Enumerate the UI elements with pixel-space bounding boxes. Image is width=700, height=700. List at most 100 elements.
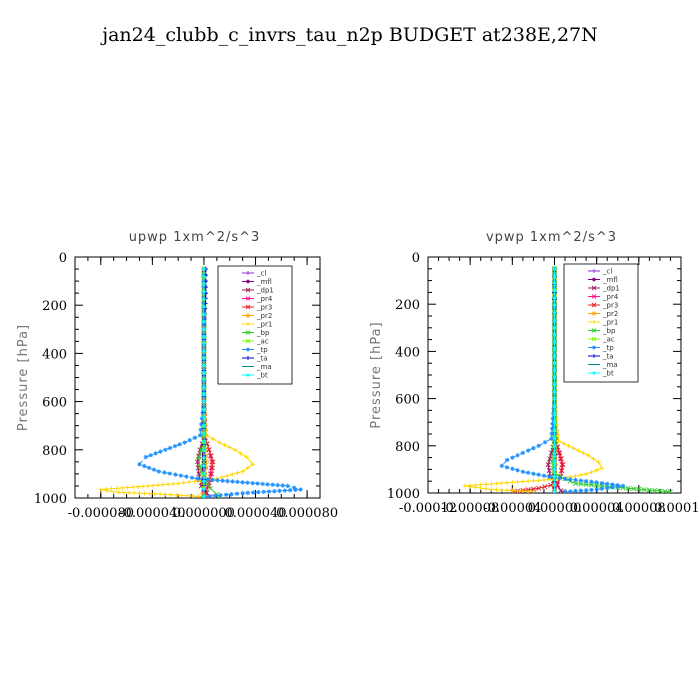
ytick-label: 400	[42, 347, 67, 362]
series-point-bp	[646, 487, 652, 493]
series-point-tp	[599, 480, 605, 486]
series-point-bt	[201, 399, 207, 404]
series-point-tp	[218, 493, 223, 498]
series-point-tp	[220, 478, 225, 483]
legend-entry-mfl: _mfl	[602, 276, 618, 284]
series-point-pr1	[499, 487, 504, 493]
ytick-label: 800	[395, 440, 420, 455]
series-point-bt	[201, 463, 207, 469]
series-point-pr1	[222, 442, 227, 448]
series-point-pr1	[244, 454, 249, 460]
legend-entry-pr1: _pr1	[602, 319, 618, 327]
series-point-tp	[578, 478, 584, 483]
series-point-pr1	[147, 491, 152, 496]
series-point-tp	[230, 479, 235, 484]
panel-1-ylabel: Pressure [hPa]	[16, 324, 31, 431]
series-point-bt	[552, 489, 557, 493]
series-point-pr1	[227, 445, 232, 450]
series-point-tp	[173, 472, 178, 477]
series-point-tp	[215, 478, 220, 483]
series-point-tp	[282, 488, 288, 493]
series-point-pr3	[210, 459, 216, 465]
series-point-tp	[223, 492, 229, 497]
series-point-bt	[201, 281, 207, 287]
series-point-tp	[275, 482, 280, 488]
series-point-bt	[201, 384, 207, 390]
series-point-pr1	[179, 493, 185, 498]
series-point-tp	[594, 480, 599, 485]
legend-entry-pr2: _pr2	[602, 310, 618, 318]
panel-1-title: upwp 1xm^2/s^3	[129, 230, 261, 245]
series-point-pr1	[566, 443, 571, 448]
series-point-pr1	[160, 482, 166, 487]
legend-marker-mfl	[592, 277, 596, 282]
series-point-bt	[201, 327, 207, 332]
series-point-pr3	[542, 484, 548, 490]
series-point-bt	[201, 312, 207, 317]
series-point-pr1	[571, 445, 576, 451]
series-point-pr1	[192, 479, 197, 484]
series-point-tp	[240, 490, 245, 496]
series-point-pr1	[499, 480, 504, 486]
series-point-bp	[578, 481, 584, 487]
series-point-bt	[201, 494, 207, 498]
xtick-label: -0.000040	[119, 506, 185, 521]
legend-entry-dp1: _dp1	[602, 285, 620, 293]
series-point-pr1	[591, 456, 596, 461]
series-point-bt	[201, 439, 207, 444]
series-point-tp	[255, 481, 260, 486]
series-point-pr3	[548, 482, 554, 488]
series-point-bt	[552, 404, 557, 409]
series-point-bt	[201, 407, 207, 412]
series-point-pr1	[462, 483, 468, 489]
series-point-tp	[583, 479, 589, 484]
series-point-bt	[552, 310, 557, 316]
series-point-bt	[201, 296, 207, 302]
series-point-tp	[298, 487, 303, 492]
series-point-bt	[552, 427, 557, 433]
series-point-pr1	[531, 478, 536, 484]
series-point-tp	[245, 480, 250, 485]
series-point-tp	[210, 477, 215, 483]
series-point-pr1	[187, 479, 192, 485]
ytick-label: 400	[395, 345, 420, 360]
series-point-bt	[201, 289, 207, 294]
legend-entry-pr4: _pr4	[256, 295, 273, 303]
series-point-pr1	[515, 479, 520, 485]
series-point-pr1	[152, 491, 158, 497]
legend-box	[563, 263, 639, 383]
panel-2: vpwp 1xm^2/s^3 Pressure [hPa] 0 200 400 600 80…	[369, 230, 700, 516]
series-point-tp	[536, 472, 541, 477]
series-point-tp	[143, 454, 149, 460]
series-point-pr1	[145, 483, 151, 489]
series-point-pr1	[594, 467, 599, 473]
series-point-tp	[520, 450, 526, 456]
series-point-bt	[552, 412, 557, 417]
plots-group: upwp 1xm^2/s^3 Pressure [hPa] 0 200 400 600 80…	[16, 230, 700, 521]
ytick-label: 600	[395, 393, 420, 408]
series-point-bt	[201, 423, 207, 428]
series-point-tp	[245, 490, 251, 496]
xtick-label: 0.000000	[173, 506, 235, 521]
series-point-tp	[235, 479, 240, 485]
series-point-tp	[620, 483, 626, 489]
series-point-tp	[510, 466, 515, 472]
series-point-tp	[594, 487, 599, 492]
legend-marker-tp	[246, 347, 250, 352]
legend-entry-bt: _bt	[256, 372, 268, 380]
series-point-bt	[552, 318, 557, 323]
legend-marker-pr3	[245, 304, 251, 310]
series-point-pr3	[559, 468, 565, 474]
series-point-bt	[552, 451, 557, 456]
series-point-tp	[504, 465, 510, 470]
series-point-bt	[201, 348, 207, 354]
series-point-pr1	[217, 440, 222, 445]
legend-entry-pr1: _pr1	[256, 321, 272, 329]
series-point-pr1	[494, 481, 499, 486]
series-point-pr3	[530, 486, 536, 492]
series-point-bp	[667, 489, 673, 493]
series-point-tp	[285, 483, 290, 489]
series-point-tp	[536, 443, 541, 448]
series-point-tp	[504, 457, 510, 463]
series-point-tp	[270, 482, 275, 487]
